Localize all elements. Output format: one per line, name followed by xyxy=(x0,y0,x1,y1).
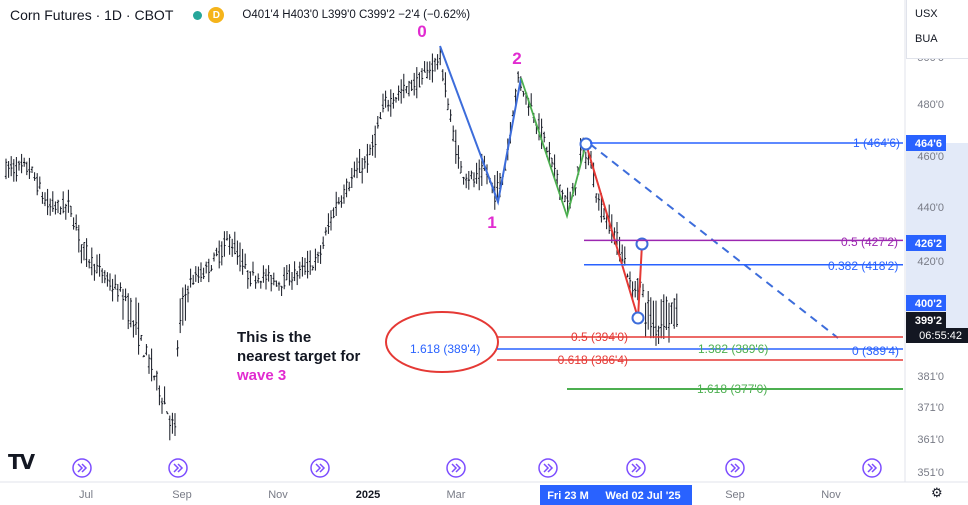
time-cursor-label: Fri 23 M xyxy=(547,490,589,502)
fib-level-label: 0 (389'4) xyxy=(852,344,899,358)
time-cursor-label: Wed 02 Jul '25 xyxy=(605,490,680,502)
event-marker-arrow xyxy=(730,463,741,473)
wave-anchor-handle[interactable] xyxy=(631,311,645,325)
settings-gear-icon[interactable]: ⚙ xyxy=(931,485,943,500)
tradingview-logo[interactable]: TV xyxy=(8,450,35,474)
wave-label: 1 xyxy=(487,213,496,232)
time-tick-label: Sep xyxy=(725,489,745,501)
fib-level-label: 1.382 (389'6) xyxy=(698,342,768,356)
price-badge xyxy=(906,295,946,311)
event-marker-arrow xyxy=(315,463,326,473)
time-range-highlight xyxy=(540,485,692,505)
event-marker-arrow xyxy=(77,463,88,473)
price-badge-label: 426'2 xyxy=(915,238,942,250)
chart-header: Corn Futures · 1D · CBOT D O401'4 H403'0… xyxy=(10,6,470,24)
wave-drawings: 0 2 1 xyxy=(385,22,839,373)
annotation-line-1: This is the xyxy=(237,329,312,346)
price-scale-settings[interactable]: USX BUA xyxy=(906,0,968,59)
time-tick-label: Sep xyxy=(172,489,192,501)
annotation-line-3: wave 3 xyxy=(237,367,287,384)
fib-level-label: 0.618 (386'4) xyxy=(558,353,628,367)
symbol-title[interactable]: Corn Futures · 1D · CBOT xyxy=(10,7,174,23)
price-tick-label: 460'0 xyxy=(917,151,944,163)
fib-level-label: 1.618 (389'4) xyxy=(410,342,480,356)
currency-label[interactable]: USX xyxy=(915,8,938,20)
fib-level-label: 1.618 (377'0) xyxy=(697,382,767,396)
interval-badge: D xyxy=(208,7,225,23)
time-tick-label: Nov xyxy=(268,489,288,501)
wave-anchor-handle[interactable] xyxy=(635,237,649,251)
price-badge xyxy=(906,135,946,151)
target-ellipse[interactable] xyxy=(385,311,499,373)
event-marker-arrow xyxy=(173,463,184,473)
time-tick-label: Nov xyxy=(821,489,841,501)
fib-level-label: 0.5 (394'0) xyxy=(571,330,628,344)
price-badge-label: 464'6 xyxy=(915,138,942,150)
price-badge-label: 399'2 xyxy=(915,315,942,327)
price-badge-label: 400'2 xyxy=(915,298,942,310)
annotation-text[interactable]: This is the nearest target for wave 3 xyxy=(237,328,360,385)
event-marker-arrow xyxy=(631,463,642,473)
wave-0-1-2-line[interactable] xyxy=(439,45,522,206)
fib-level-label: 1 (464'6) xyxy=(853,136,900,150)
time-tick-label: Mar xyxy=(447,489,466,501)
wave-label: 0 xyxy=(417,22,426,41)
fib-level-label: 0.5 (427'2) xyxy=(841,235,898,249)
wave-label: 2 xyxy=(512,49,521,68)
price-tick-label: 420'0 xyxy=(917,256,944,268)
wave-anchor-handle[interactable] xyxy=(579,137,593,151)
countdown-badge xyxy=(906,328,968,343)
ohlc-values: O401'4 H403'0 L399'0 C399'2 −2'4 (−0.62%… xyxy=(242,9,471,21)
wave-green-line[interactable] xyxy=(520,77,587,220)
price-tick-label: 440'0 xyxy=(917,202,944,214)
time-tick-label: 2025 xyxy=(356,489,380,501)
event-marker-arrow xyxy=(867,463,878,473)
event-marker-arrow xyxy=(451,463,462,473)
unit-label[interactable]: BUA xyxy=(915,33,938,45)
price-badge xyxy=(906,235,946,251)
price-tick-label: 361'0 xyxy=(917,434,944,446)
price-tick-label: 381'0 xyxy=(917,371,944,383)
candlestick-series xyxy=(4,47,678,441)
time-tick-label: Jul xyxy=(79,489,93,501)
annotation-line-2: nearest target for xyxy=(237,348,361,365)
event-marker-arrow xyxy=(543,463,554,473)
fib-level-label: 0.382 (418'2) xyxy=(828,259,898,273)
countdown-label: 06:55:42 xyxy=(919,330,962,342)
price-tick-label: 351'0 xyxy=(917,467,944,479)
market-status-icon xyxy=(193,10,203,20)
price-badge xyxy=(906,312,946,328)
fib-levels: 1 (464'6) 0.5 (427'2) 0.382 (418'2) 0.5 (39… xyxy=(410,136,903,396)
price-tick-label: 480'0 xyxy=(917,99,944,111)
price-tick-label: 371'0 xyxy=(917,402,944,414)
